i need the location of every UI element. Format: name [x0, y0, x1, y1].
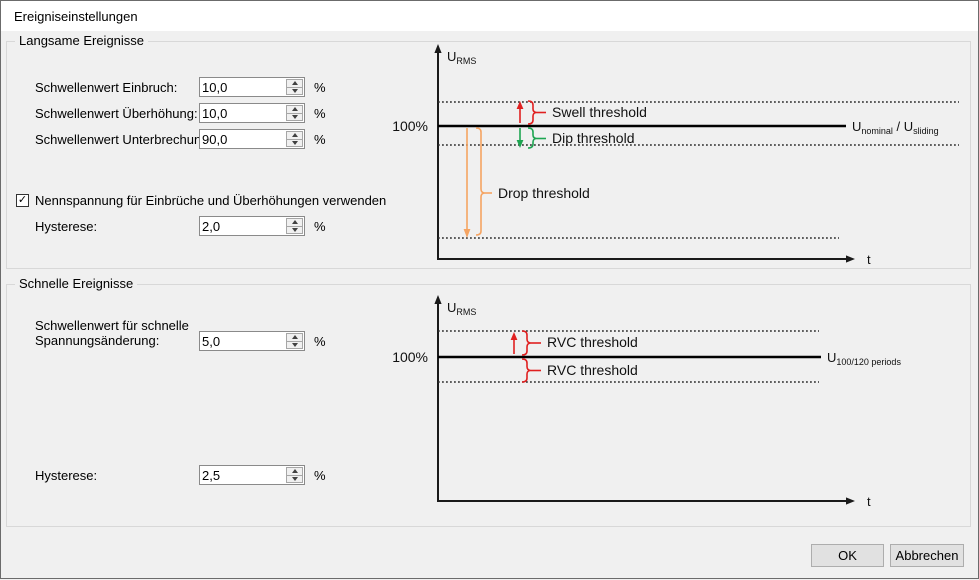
threshold-interruption-spinner — [286, 131, 303, 147]
hysteresis-fast-input[interactable] — [200, 466, 285, 484]
spin-down-icon — [291, 114, 298, 119]
spin-up-button[interactable] — [287, 80, 302, 88]
spin-up-button[interactable] — [287, 106, 302, 114]
title-bar: Ereigniseinstellungen — [1, 1, 978, 31]
spin-up-button[interactable] — [287, 334, 302, 342]
unit-percent: % — [314, 219, 326, 234]
unit-percent: % — [314, 132, 326, 147]
label-threshold-swell: Schwellenwert Überhöhung: — [35, 106, 198, 121]
field-threshold-rvc — [199, 331, 305, 351]
spin-down-button[interactable] — [287, 87, 302, 94]
label-threshold-rvc: Schwellenwert für schnelle Spannungsände… — [35, 318, 189, 348]
group-fast-events-label: Schnelle Ereignisse — [15, 276, 138, 291]
hysteresis-slow-spinner — [286, 218, 303, 234]
spin-down-icon — [291, 227, 298, 232]
spin-up-icon — [291, 469, 298, 474]
label-hysteresis-slow: Hysterese: — [35, 219, 98, 234]
field-threshold-dip — [199, 77, 305, 97]
unit-percent: % — [314, 80, 326, 95]
cancel-button[interactable]: Abbrechen — [890, 544, 964, 567]
group-fast-events: Schnelle Ereignisse Schwellenwert für sc… — [6, 276, 971, 527]
threshold-interruption-input[interactable] — [200, 130, 285, 148]
field-threshold-interruption — [199, 129, 305, 149]
spin-down-icon — [291, 88, 298, 93]
hysteresis-fast-spinner — [286, 467, 303, 483]
spin-down-icon — [291, 140, 298, 145]
threshold-dip-spinner — [286, 79, 303, 95]
label-hysteresis-fast: Hysterese: — [35, 468, 98, 483]
spin-up-button[interactable] — [287, 219, 302, 227]
field-hysteresis-fast — [199, 465, 305, 485]
spin-up-icon — [291, 107, 298, 112]
spin-up-icon — [291, 335, 298, 340]
group-slow-events: Langsame Ereignisse Schwellenwert Einbru… — [6, 33, 971, 269]
label-threshold-interruption: Schwellenwert Unterbrechung: — [35, 132, 213, 147]
threshold-dip-input[interactable] — [200, 78, 285, 96]
spin-down-button[interactable] — [287, 139, 302, 146]
spin-down-button[interactable] — [287, 341, 302, 348]
threshold-rvc-input[interactable] — [200, 332, 285, 350]
unit-percent: % — [314, 468, 326, 483]
field-threshold-swell — [199, 103, 305, 123]
unit-percent: % — [314, 106, 326, 121]
label-threshold-dip: Schwellenwert Einbruch: — [35, 80, 178, 95]
spin-down-icon — [291, 342, 298, 347]
unit-percent: % — [314, 334, 326, 349]
dialog-title: Ereigniseinstellungen — [14, 9, 138, 24]
group-slow-events-label: Langsame Ereignisse — [15, 33, 149, 48]
nominal-voltage-checkbox-label[interactable]: Nennspannung für Einbrüche und Überhöhun… — [35, 193, 387, 208]
checkmark-icon: ✓ — [17, 194, 28, 206]
threshold-rvc-spinner — [286, 333, 303, 349]
threshold-swell-input[interactable] — [200, 104, 285, 122]
spin-down-button[interactable] — [287, 113, 302, 120]
spin-up-icon — [291, 133, 298, 138]
spin-up-icon — [291, 81, 298, 86]
spin-up-button[interactable] — [287, 468, 302, 476]
spin-up-button[interactable] — [287, 132, 302, 140]
spin-down-button[interactable] — [287, 475, 302, 482]
ok-button[interactable]: OK — [811, 544, 884, 567]
spin-down-button[interactable] — [287, 226, 302, 233]
hysteresis-slow-input[interactable] — [200, 217, 285, 235]
nominal-voltage-checkbox[interactable]: ✓ — [16, 194, 29, 207]
spin-down-icon — [291, 476, 298, 481]
field-hysteresis-slow — [199, 216, 305, 236]
threshold-swell-spinner — [286, 105, 303, 121]
spin-up-icon — [291, 220, 298, 225]
